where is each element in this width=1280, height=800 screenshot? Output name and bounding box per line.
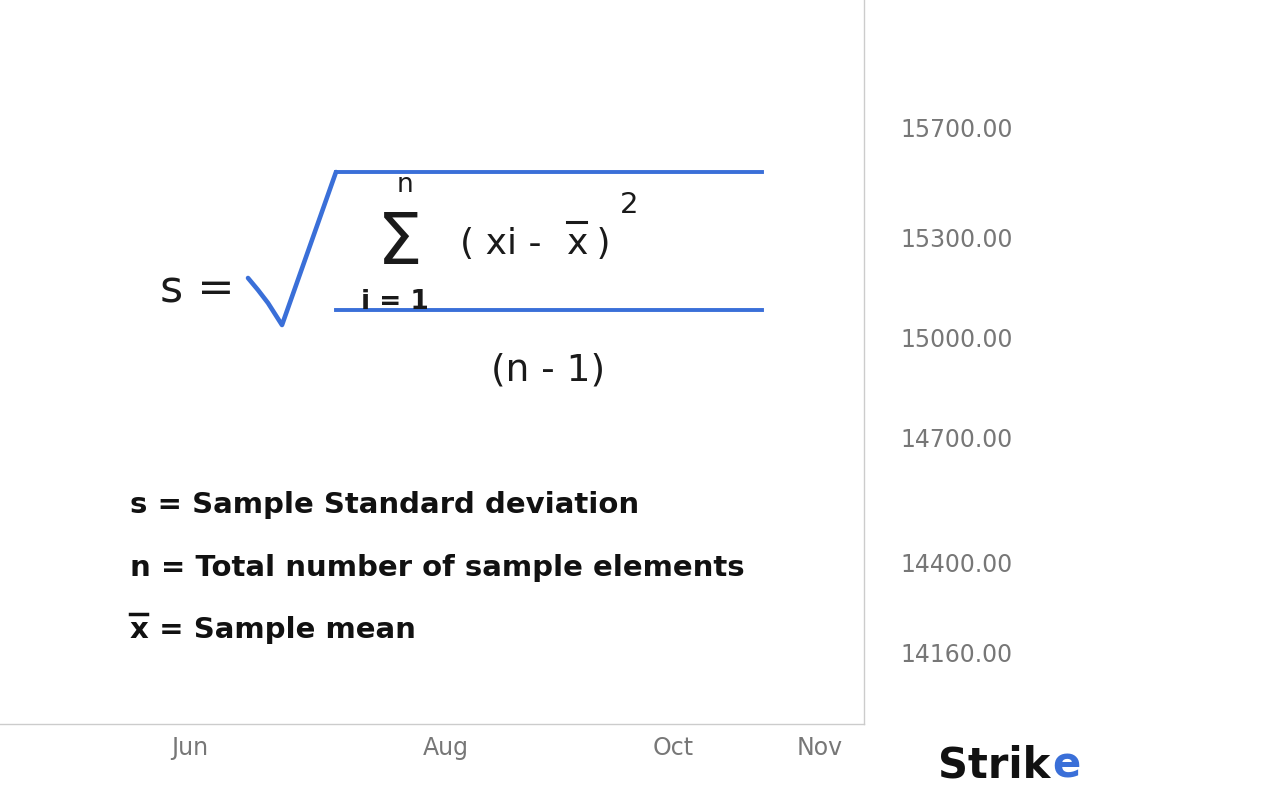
Text: Oct: Oct xyxy=(653,736,694,760)
Text: = Sample mean: = Sample mean xyxy=(148,616,416,644)
Text: Strik: Strik xyxy=(938,744,1050,786)
Text: 14400.00: 14400.00 xyxy=(900,553,1012,577)
Text: n = Total number of sample elements: n = Total number of sample elements xyxy=(131,554,745,582)
Text: 15300.00: 15300.00 xyxy=(900,228,1012,252)
Text: x: x xyxy=(131,616,148,644)
Text: Jun: Jun xyxy=(172,736,209,760)
Text: 15700.00: 15700.00 xyxy=(900,118,1012,142)
Text: e: e xyxy=(1052,744,1080,786)
Text: x: x xyxy=(567,227,589,261)
Text: ): ) xyxy=(585,227,611,261)
Text: 15000.00: 15000.00 xyxy=(900,328,1012,352)
Text: (n - 1): (n - 1) xyxy=(492,352,605,388)
Text: 14160.00: 14160.00 xyxy=(900,643,1012,667)
Text: i = 1: i = 1 xyxy=(361,289,429,315)
Text: s = Sample Standard deviation: s = Sample Standard deviation xyxy=(131,491,639,519)
Text: Nov: Nov xyxy=(797,736,844,760)
Text: Aug: Aug xyxy=(422,736,468,760)
Text: ( xi -: ( xi - xyxy=(460,227,541,261)
Text: Σ: Σ xyxy=(378,210,422,279)
Text: n: n xyxy=(397,172,413,198)
Text: s =: s = xyxy=(160,269,234,311)
Text: 14700.00: 14700.00 xyxy=(900,428,1012,452)
Text: 2: 2 xyxy=(620,191,639,219)
